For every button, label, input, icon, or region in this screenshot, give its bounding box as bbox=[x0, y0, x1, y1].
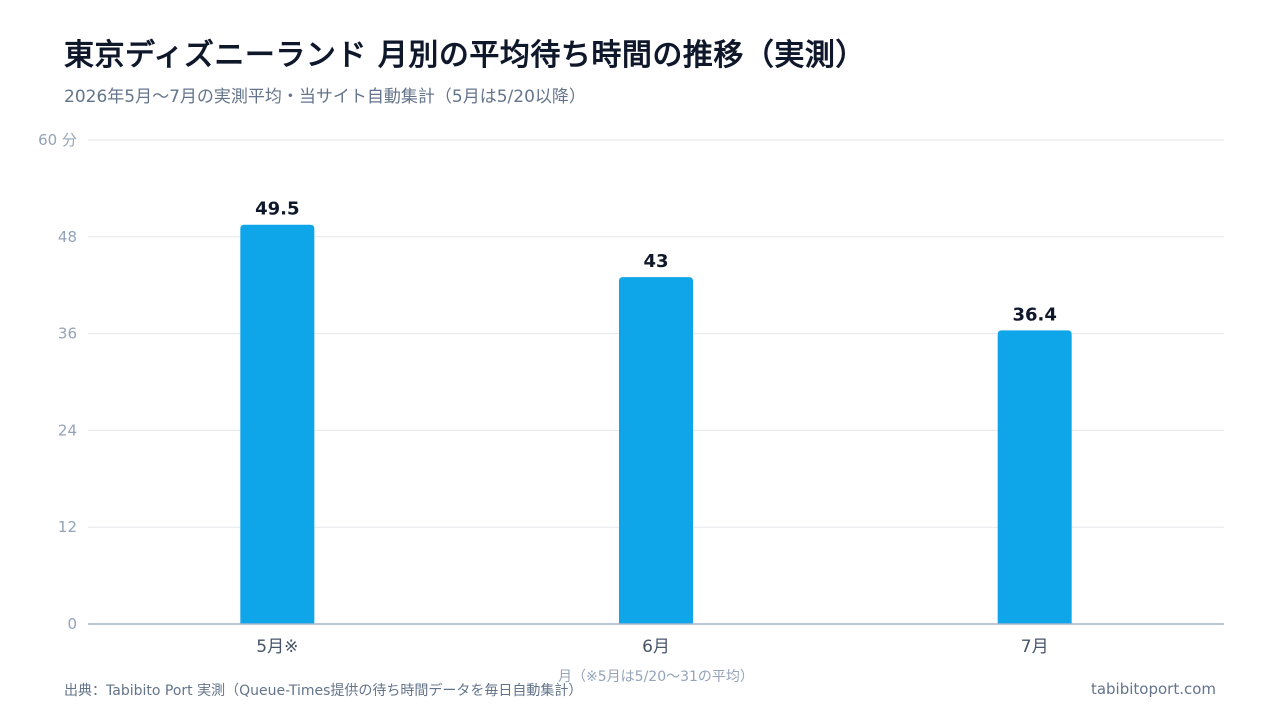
site-link[interactable]: tabibitoport.com bbox=[1090, 680, 1216, 698]
y-axis-ticks: 0 12 24 36 48 60 分 bbox=[38, 131, 77, 633]
y-tick-label: 0 bbox=[67, 615, 77, 633]
y-tick-label: 60 分 bbox=[38, 131, 77, 149]
x-axis-ticks: 5月※ 6月 7月 bbox=[256, 637, 1048, 657]
chart-title: 東京ディズニーランド 月別の平均待ち時間の推移（実測） bbox=[64, 38, 866, 73]
y-tick-label: 36 bbox=[58, 325, 77, 343]
x-tick-label: 7月 bbox=[1021, 637, 1049, 657]
bar bbox=[619, 277, 693, 624]
bar-value-label: 49.5 bbox=[255, 199, 299, 220]
bar-value-label: 43 bbox=[643, 251, 668, 272]
x-axis-title: 月（※5月は5/20〜31の平均） bbox=[558, 669, 754, 685]
value-labels: 49.5 43 36.4 bbox=[255, 199, 1057, 326]
chart-subtitle: 2026年5月〜7月の実測平均・当サイト自動集計（5月は5/20以降） bbox=[64, 87, 586, 107]
x-tick-label: 5月※ bbox=[256, 637, 298, 657]
y-tick-label: 12 bbox=[58, 518, 77, 536]
y-tick-label: 24 bbox=[58, 421, 77, 439]
bar bbox=[240, 224, 315, 624]
bar-value-label: 36.4 bbox=[1012, 304, 1056, 325]
source-note: 出典：Tabibito Port 実測（Queue-Times提供の待ち時間デー… bbox=[64, 683, 583, 699]
bars bbox=[240, 224, 1072, 624]
bar bbox=[997, 330, 1072, 624]
y-tick-label: 48 bbox=[58, 228, 77, 246]
x-tick-label: 6月 bbox=[642, 637, 670, 657]
